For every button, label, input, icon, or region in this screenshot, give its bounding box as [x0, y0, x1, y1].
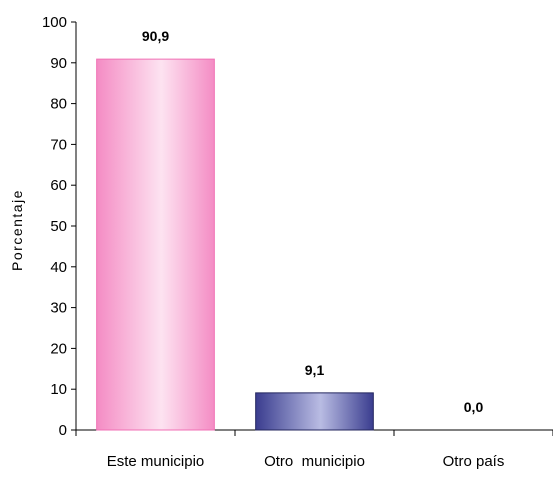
- data-label: 9,1: [305, 362, 325, 378]
- y-tick-label: 80: [50, 96, 67, 113]
- bar: [255, 392, 374, 431]
- y-tick-label: 90: [50, 55, 67, 72]
- y-tick-label: 10: [50, 381, 67, 398]
- y-axis: 0 10 20 30 40 50 60 70 80 90 100: [42, 14, 77, 439]
- bar: [96, 58, 215, 431]
- data-labels: 90,9 9,1 0,0: [142, 28, 484, 415]
- x-tick-label: Otro país: [443, 453, 505, 470]
- y-tick-label: 30: [50, 300, 67, 317]
- y-tick-label: 50: [50, 218, 67, 235]
- y-tick-label: 70: [50, 136, 67, 153]
- x-axis: Este municipio Otro municipio Otro país: [75, 429, 553, 470]
- x-tick-label: Otro municipio: [264, 453, 365, 470]
- y-tick-label: 40: [50, 259, 67, 276]
- bars: [96, 58, 374, 431]
- data-label: 90,9: [142, 28, 169, 44]
- x-tick-label: Este municipio: [107, 453, 205, 470]
- y-axis-title: Porcentaje: [9, 189, 25, 271]
- y-tick-label: 60: [50, 177, 67, 194]
- y-tick-label: 20: [50, 340, 67, 357]
- y-tick-label: 0: [59, 422, 67, 439]
- data-label: 0,0: [464, 399, 484, 415]
- y-tick-label: 100: [42, 14, 67, 31]
